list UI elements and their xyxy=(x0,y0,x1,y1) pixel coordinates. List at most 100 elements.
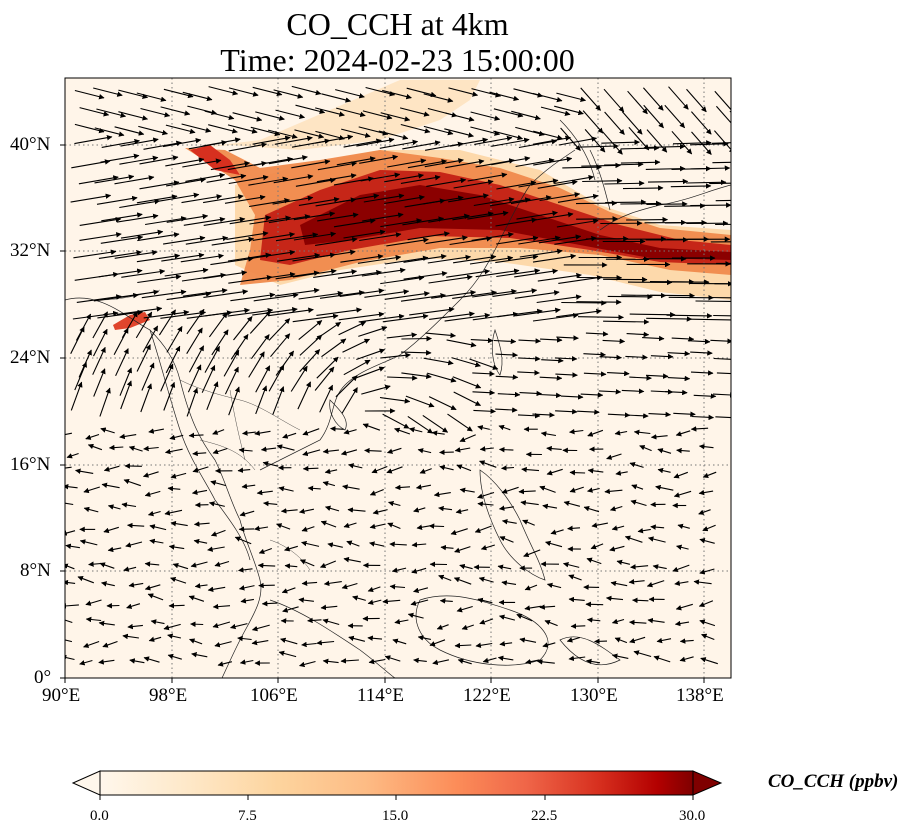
wind-arrow xyxy=(282,606,299,613)
wind-arrow xyxy=(93,87,123,97)
wind-arrow xyxy=(518,178,559,188)
wind-arrow xyxy=(710,338,731,344)
wind-arrow xyxy=(252,249,296,259)
wind-arrow xyxy=(307,485,321,492)
lon-tick-label: 122°E xyxy=(463,685,511,706)
wind-arrow xyxy=(207,546,225,552)
wind-arrow xyxy=(582,110,604,134)
wind-arrow xyxy=(516,210,558,220)
wind-arrow xyxy=(228,386,240,416)
wind-arrow xyxy=(249,310,271,334)
wind-arrow xyxy=(474,525,492,533)
wind-arrow xyxy=(136,344,151,372)
wind-arrow xyxy=(78,175,119,185)
wind-arrow xyxy=(282,432,297,439)
wind-arrow xyxy=(148,636,162,642)
wind-arrow xyxy=(700,657,718,665)
wind-arrow xyxy=(70,193,112,203)
wind-arrow xyxy=(655,484,674,491)
wind-arrow xyxy=(275,232,319,242)
wind-arrow xyxy=(686,179,727,186)
wind-arrow xyxy=(673,411,696,417)
wind-arrow xyxy=(239,510,255,517)
wind-arrow xyxy=(160,363,174,392)
wind-arrow xyxy=(208,86,239,96)
wind-arrow xyxy=(686,88,707,113)
wind-arrow xyxy=(341,582,358,590)
wind-arrow xyxy=(180,253,224,263)
wind-arrow xyxy=(539,375,563,381)
wind-arrow xyxy=(673,490,692,498)
wind-arrow xyxy=(301,540,320,547)
wind-arrow xyxy=(647,178,689,185)
wind-arrow xyxy=(425,235,468,245)
wind-arrow xyxy=(280,508,298,514)
wind-arrow xyxy=(482,657,497,664)
wind-arrow xyxy=(142,325,159,353)
wind-arrow xyxy=(116,213,159,223)
wind-arrow xyxy=(585,601,604,608)
wind-arrow xyxy=(327,542,343,548)
wind-arrow xyxy=(514,268,559,278)
wind-arrow xyxy=(136,194,178,204)
wind-arrow xyxy=(577,314,624,321)
wind-arrow xyxy=(671,130,693,155)
wind-arrow xyxy=(181,123,212,133)
wind-arrow xyxy=(657,448,672,454)
wind-arrow xyxy=(136,92,167,102)
wind-arrow xyxy=(88,561,102,567)
wind-arrow xyxy=(386,332,418,339)
wind-arrow xyxy=(307,617,322,624)
wind-arrow xyxy=(147,510,161,517)
wind-arrow xyxy=(546,582,562,589)
wind-arrow xyxy=(675,430,691,437)
wind-arrow xyxy=(452,211,494,221)
axis-tick-marks xyxy=(60,144,705,683)
wind-arrow xyxy=(501,580,517,586)
wind-arrow xyxy=(338,193,380,203)
wind-arrow xyxy=(230,292,276,302)
wind-arrow xyxy=(272,386,285,415)
wind-arrow xyxy=(501,486,519,494)
wind-arrow xyxy=(210,161,251,171)
wind-arrow xyxy=(186,308,205,335)
wind-arrow xyxy=(273,89,304,99)
map-title-line1: CO_CCH at 4km xyxy=(286,6,509,42)
wind-arrow xyxy=(646,201,688,207)
wind-arrow xyxy=(533,156,573,166)
wind-arrow xyxy=(240,598,254,604)
wind-arrow xyxy=(272,195,314,205)
wind-arrow xyxy=(690,426,709,432)
wind-arrow xyxy=(670,183,712,189)
wind-arrow xyxy=(301,641,317,648)
wind-arrow xyxy=(299,508,315,514)
wind-arrow xyxy=(302,449,321,457)
wind-arrow xyxy=(143,656,160,663)
wind-arrow xyxy=(138,125,168,136)
wind-arrow xyxy=(242,430,256,436)
wind-arrow xyxy=(415,484,432,490)
wind-arrow xyxy=(469,358,499,370)
wind-arrow xyxy=(316,307,362,316)
wind-arrow xyxy=(621,388,645,394)
wind-arrow xyxy=(185,172,226,182)
wind-arrow xyxy=(518,338,542,344)
wind-arrow xyxy=(227,124,258,134)
wind-arrow xyxy=(384,194,425,205)
wind-arrow xyxy=(65,466,72,469)
wind-arrow xyxy=(562,164,602,170)
wind-arrow xyxy=(386,237,429,247)
wind-arrow xyxy=(275,270,320,280)
wind-arrow xyxy=(470,126,501,136)
wind-arrow xyxy=(336,156,376,166)
wind-arrow xyxy=(275,109,306,119)
wind-arrow xyxy=(532,135,571,145)
wind-arrow xyxy=(119,155,159,165)
wind-arrow xyxy=(100,427,115,434)
wind-arrow xyxy=(580,87,601,111)
wind-arrow xyxy=(473,196,515,207)
wind-arrow xyxy=(297,381,311,410)
wind-arrow xyxy=(690,318,731,321)
wind-arrow xyxy=(144,561,160,567)
wind-arrow xyxy=(312,249,356,259)
